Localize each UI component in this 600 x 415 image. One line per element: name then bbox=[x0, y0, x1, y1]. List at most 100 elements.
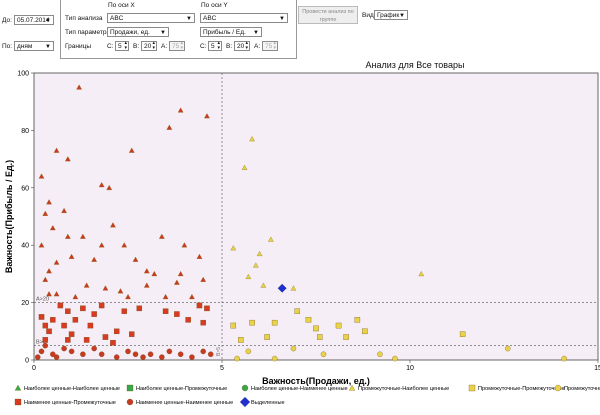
threshold-y-label: B>5 bbox=[36, 340, 46, 346]
data-point bbox=[166, 124, 173, 130]
data-point bbox=[113, 354, 120, 360]
data-point bbox=[505, 345, 511, 352]
y-axis-header: По оси Y bbox=[201, 2, 228, 9]
data-point bbox=[35, 354, 41, 360]
data-point bbox=[91, 311, 97, 317]
legend-label: Наиболее ценные-Наиболее ценные bbox=[24, 386, 120, 392]
data-point bbox=[264, 334, 270, 340]
data-point bbox=[61, 207, 67, 213]
legend-label: Выделенные bbox=[251, 400, 285, 406]
data-point bbox=[80, 351, 86, 358]
data-point bbox=[38, 314, 45, 320]
data-point bbox=[53, 354, 60, 360]
group-analysis-button[interactable]: Провести анализ по группе bbox=[298, 6, 358, 24]
legend-symbol bbox=[14, 398, 22, 406]
bounds-y-b-value: 20 bbox=[237, 43, 245, 50]
data-point bbox=[241, 164, 248, 170]
data-point bbox=[98, 302, 105, 309]
date-to-input[interactable]: 05.07.2014 ▼ bbox=[14, 15, 54, 25]
x-axis-label: Важность(Продажи, ед.) bbox=[262, 376, 370, 386]
data-point bbox=[125, 348, 131, 355]
bounds-x-b-value: 20 bbox=[144, 43, 152, 50]
data-point bbox=[125, 293, 131, 300]
x-tick-label: 0 bbox=[32, 365, 36, 372]
data-point bbox=[151, 270, 158, 277]
bounds-x-b-input[interactable]: 20 ▴ ▾ bbox=[141, 41, 157, 51]
chevron-down-icon: ▼ bbox=[279, 16, 285, 22]
spin-icon: ▴ ▾ bbox=[124, 40, 127, 51]
data-point bbox=[162, 293, 169, 300]
param-y-select[interactable]: Прибыль / Ед. ▼ bbox=[200, 27, 262, 37]
data-point bbox=[121, 242, 128, 248]
data-point bbox=[140, 354, 146, 360]
data-point bbox=[38, 348, 45, 355]
spin-icon: ▴ ▾ bbox=[245, 40, 248, 51]
data-point bbox=[42, 322, 49, 329]
view-select[interactable]: График ▼ bbox=[374, 10, 408, 20]
analysis-y-select[interactable]: ABC ▼ bbox=[200, 13, 288, 23]
data-point bbox=[80, 233, 86, 239]
data-point bbox=[174, 279, 180, 285]
data-point bbox=[102, 285, 109, 291]
data-point bbox=[121, 308, 127, 314]
data-point bbox=[207, 351, 214, 358]
bounds-x-c-input[interactable]: 5 ▴ ▾ bbox=[115, 41, 129, 51]
data-point bbox=[128, 147, 135, 153]
data-point bbox=[230, 322, 237, 329]
legend-symbol bbox=[348, 384, 356, 391]
spin-icon: ▴ ▾ bbox=[217, 40, 220, 51]
data-point bbox=[200, 319, 206, 326]
data-point bbox=[106, 184, 113, 191]
data-point bbox=[271, 355, 278, 362]
data-point bbox=[38, 173, 45, 179]
y-tick-label: 80 bbox=[21, 128, 29, 135]
data-point bbox=[42, 337, 49, 343]
data-point bbox=[290, 285, 297, 291]
data-point bbox=[46, 199, 52, 205]
param-x-select[interactable]: Продажи, ед. ▼ bbox=[107, 27, 169, 37]
data-point bbox=[245, 273, 252, 280]
data-point bbox=[230, 245, 237, 251]
data-point bbox=[377, 351, 383, 358]
bounds-x-c-label: С: bbox=[107, 43, 114, 50]
bounds-x-a-input: 75 ▴ ▾ bbox=[169, 41, 185, 51]
spin-icon: ▴ ▾ bbox=[152, 40, 155, 51]
bounds-y-c-input[interactable]: 5 ▴ ▾ bbox=[208, 41, 222, 51]
data-point bbox=[249, 136, 255, 142]
data-point bbox=[46, 328, 52, 335]
data-point bbox=[91, 256, 98, 262]
data-point bbox=[143, 268, 150, 274]
legend-label: Промежуточные bbox=[564, 386, 600, 392]
data-point bbox=[72, 293, 79, 300]
legend-label: Наиболее ценные-Промежуточные bbox=[136, 386, 227, 392]
legend-label: Промежуточные-Наиболее ценные bbox=[358, 386, 449, 392]
bounds-y-a-value: 75 bbox=[265, 43, 273, 50]
data-point bbox=[76, 84, 82, 90]
analysis-x-select[interactable]: ABC ▼ bbox=[107, 13, 195, 23]
date-to-label: До: bbox=[2, 17, 12, 24]
data-point bbox=[174, 311, 180, 317]
data-point bbox=[42, 342, 49, 349]
data-point bbox=[38, 242, 45, 248]
data-point bbox=[290, 345, 297, 352]
data-point bbox=[102, 334, 109, 340]
data-point bbox=[185, 317, 191, 323]
data-point bbox=[46, 268, 52, 274]
data-point bbox=[260, 282, 267, 288]
period-label: По: bbox=[2, 43, 13, 50]
y-axis-label: Важность(Прибыль / Ед.) bbox=[4, 160, 14, 273]
data-point bbox=[68, 331, 75, 337]
data-point bbox=[166, 348, 173, 355]
period-select[interactable]: дням ▼ bbox=[14, 41, 54, 51]
data-point bbox=[143, 282, 150, 288]
data-point bbox=[98, 242, 105, 248]
data-point bbox=[53, 291, 60, 297]
data-point bbox=[49, 225, 56, 231]
legend-symbol bbox=[468, 384, 476, 392]
data-point bbox=[83, 337, 90, 343]
data-point bbox=[362, 328, 368, 335]
bounds-y-b-input[interactable]: 20 ▴ ▾ bbox=[234, 41, 250, 51]
bounds-x-c-value: 5 bbox=[118, 43, 122, 50]
data-point bbox=[162, 308, 169, 314]
data-point bbox=[72, 317, 79, 323]
